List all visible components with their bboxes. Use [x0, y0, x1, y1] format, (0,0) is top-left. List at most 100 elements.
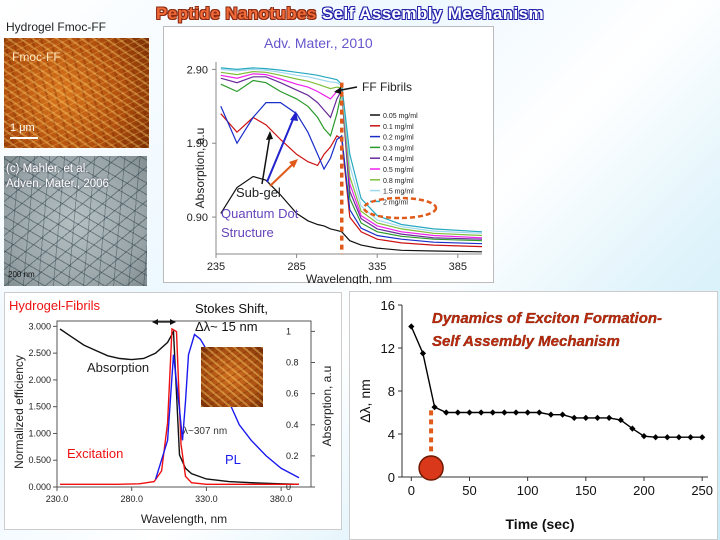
- y-tick-label: 12: [381, 341, 395, 356]
- title-part-peptide: Peptide Nanotubes: [156, 4, 317, 23]
- absorption-concentration-chart: Adv. Mater., 2010 235 285 335 385 0.90 1.90 2.…: [187, 35, 483, 286]
- y-tick-label: 0.90: [187, 212, 208, 224]
- data-point: [547, 411, 555, 418]
- fibrils-annotation: FF Fibrils: [362, 80, 412, 94]
- series-line-pl: [154, 333, 300, 480]
- blue-arrow: [266, 116, 295, 183]
- x-axis-label: Time (sec): [506, 516, 575, 532]
- orange-arrow: [269, 162, 295, 187]
- legend-entry: 1.5 mg/ml: [383, 189, 414, 196]
- series-line-7: [220, 68, 483, 234]
- y-axis-label-right: Absorption, a.u: [320, 366, 334, 447]
- series-line-2: [220, 101, 483, 245]
- data-point: [687, 434, 694, 441]
- y-tick-label: 8: [388, 384, 395, 399]
- y-tick-label-left: 2.500: [28, 348, 51, 358]
- stokes-shift-panel: 230.0 280.0 330.0 380.0 0.000 0.500 1.000 1.500…: [4, 292, 342, 530]
- y-tick-label: 2.90: [187, 64, 208, 76]
- legend-entry: 0.8 mg/ml: [383, 178, 414, 185]
- chart-citation: Adv. Mater., 2010: [264, 35, 373, 51]
- y-tick-label: 16: [381, 298, 395, 313]
- afm-image-label: Fmoc-FF: [12, 50, 61, 64]
- shift-arrow-right-head: [170, 319, 176, 325]
- tem-scale-label: 200 nm: [8, 270, 35, 279]
- y-tick-label: 0: [388, 470, 395, 485]
- legend-entry: 0.4 mg/ml: [383, 156, 414, 163]
- subgel-arrow-head: [266, 131, 273, 140]
- data-point: [536, 409, 543, 416]
- series-line-excitation: [60, 327, 299, 486]
- y-tick-label-right: 0.2: [286, 451, 299, 461]
- x-axis-label: Wavelength, nm: [306, 272, 392, 284]
- legend-entry: 0.5 mg/ml: [383, 167, 414, 174]
- x-tick-label: 380.0: [270, 494, 293, 504]
- y-tick-label-left: 1.000: [28, 428, 51, 438]
- data-point: [675, 434, 683, 441]
- x-tick-label: 250: [691, 483, 713, 498]
- afm-scale-bar: [10, 137, 38, 139]
- y-tick-label-left: 0.000: [28, 482, 51, 492]
- data-point: [489, 409, 496, 416]
- series-line-absorption: [59, 328, 300, 485]
- series-line-5: [220, 73, 483, 239]
- y-tick-label: 1.90: [187, 138, 208, 150]
- data-point: [512, 409, 520, 416]
- y-tick-label-right: 0.8: [286, 358, 299, 368]
- legend-entry: 2 mg/ml: [383, 199, 408, 206]
- data-point: [652, 434, 659, 441]
- y-tick-label-right: 0.6: [286, 389, 299, 399]
- plot-frame: [56, 320, 312, 488]
- series-line-6: [220, 70, 483, 237]
- y-tick-label-left: 2.000: [28, 375, 51, 385]
- y-tick-label-right: 1: [286, 326, 291, 336]
- x-tick-label: 330.0: [195, 494, 218, 504]
- x-tick-label: 50: [462, 483, 476, 498]
- x-tick-label: 280.0: [120, 494, 143, 504]
- title-part-mechanism: Self Assembly Mechanism: [321, 4, 544, 23]
- data-point: [408, 323, 415, 330]
- fibrils-pointer-head: [334, 87, 341, 94]
- data-point: [466, 409, 473, 416]
- absorption-concentration-panel: Adv. Mater., 2010 235 285 335 385 0.90 1.90 2.…: [163, 26, 494, 286]
- data-point: [443, 409, 450, 416]
- data-point: [571, 414, 578, 421]
- y-tick-label: 4: [388, 427, 395, 442]
- dynamics-title-line2: Self Assembly Mechanism: [432, 333, 620, 350]
- series-line-0: [220, 175, 483, 253]
- exciton-dynamics-chart: Dynamics of Exciton Formation- Self Asse…: [357, 298, 713, 532]
- x-tick-label: 285: [287, 261, 305, 273]
- pl-series-label: PL: [225, 452, 241, 467]
- x-tick-label: 200: [633, 483, 655, 498]
- data-point: [605, 414, 613, 421]
- afm-fiber-image: Fmoc-FF 1 μm: [4, 38, 149, 148]
- y-tick-label-left: 0.500: [28, 455, 51, 465]
- stokes-shift-title-line1: Stokes Shift,: [195, 301, 268, 316]
- y-axis-label: Δλ, nm: [357, 379, 373, 423]
- data-point: [559, 411, 566, 418]
- legend-entry: 0.3 mg/ml: [383, 145, 414, 152]
- afm-scale-label: 1 μm: [10, 122, 35, 134]
- x-axis-label: Wavelength, nm: [141, 512, 227, 526]
- blue-arrow-head: [290, 111, 298, 121]
- y-tick-label-left: 1.500: [28, 402, 51, 412]
- data-point: [454, 409, 461, 416]
- legend-entry: 0.05 mg/ml: [383, 113, 418, 120]
- data-point: [419, 350, 427, 357]
- x-tick-label: 335: [368, 261, 386, 273]
- exciton-dynamics-panel: Dynamics of Exciton Formation- Self Asse…: [349, 291, 718, 540]
- stokes-shift-title-line2: Δλ~ 15 nm: [195, 319, 258, 334]
- excitation-series-label: Excitation: [67, 446, 123, 461]
- stokes-shift-chart: 230.0 280.0 330.0 380.0 0.000 0.500 1.000 1.500…: [9, 298, 334, 526]
- y-axis-label-left: Normalized efficiency: [12, 355, 26, 469]
- series-line-1: [220, 113, 483, 248]
- peak-wavelength-label: λ~307 nm: [183, 426, 227, 437]
- x-tick-label: 0: [408, 483, 415, 498]
- orange-arrow-head: [289, 159, 298, 168]
- tem-citation: (c) Mahler, et al. Adven. Mater., 2006: [6, 162, 109, 192]
- hydrogel-label: Hydrogel Fmoc-FF: [6, 20, 107, 34]
- qd-annotation-line2: Structure: [221, 225, 274, 240]
- shift-arrow-left-head: [152, 319, 158, 325]
- data-point: [501, 409, 508, 416]
- x-tick-label: 100: [517, 483, 539, 498]
- legend-entry: 0.1 mg/ml: [383, 124, 414, 131]
